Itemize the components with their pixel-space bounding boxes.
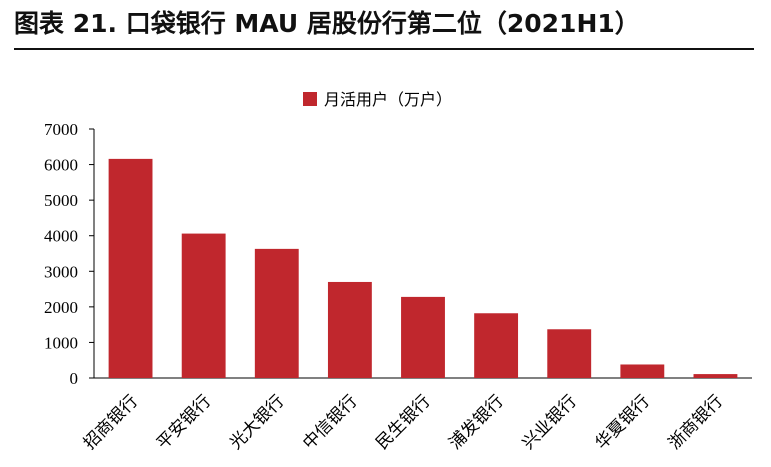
bar-4 [327, 281, 372, 378]
x-tick-label: 兴业银行 [519, 391, 581, 453]
bar-6 [474, 313, 519, 378]
y-tick-label: 5000 [44, 191, 78, 210]
legend: 月活用户（万户） [303, 90, 452, 109]
bar-9 [693, 374, 738, 378]
bar-3 [254, 248, 299, 378]
x-tick-label: 浦发银行 [445, 391, 507, 453]
y-tick-label: 4000 [44, 227, 78, 246]
legend-label: 月活用户（万户） [324, 90, 452, 109]
bar-5 [401, 296, 445, 378]
bar-8 [620, 364, 665, 378]
bar-1 [108, 158, 153, 378]
bar-2 [181, 233, 226, 378]
x-tick-label: 浙商银行 [665, 391, 727, 453]
y-tick-label: 6000 [44, 156, 78, 175]
legend-swatch [303, 92, 317, 106]
y-tick-label: 7000 [44, 120, 78, 139]
y-ticks: 0 1000 2000 3000 4000 5000 6000 7000 [44, 120, 94, 388]
x-tick-label: 中信银行 [299, 391, 361, 453]
x-tick-label: 招商银行 [80, 391, 142, 453]
bars [108, 158, 738, 378]
bar-7 [547, 329, 592, 378]
x-tick-label: 光大银行 [226, 391, 288, 453]
y-tick-label: 0 [70, 369, 79, 388]
x-tick-labels: 招商银行 平安银行 光大银行 中信银行 民生银行 浦发银行 兴业银行 华夏银行 浙商银行 [80, 391, 727, 453]
y-tick-label: 1000 [44, 333, 78, 352]
chart-title: 图表 21. 口袋银行 MAU 居股份行第二位（2021H1） [14, 9, 640, 38]
y-tick-label: 3000 [44, 262, 78, 281]
title-underline [14, 48, 754, 50]
x-tick-label: 平安银行 [153, 391, 215, 453]
y-tick-label: 2000 [44, 298, 78, 317]
x-tick-label: 民生银行 [372, 391, 434, 453]
x-tick-label: 华夏银行 [592, 391, 654, 453]
